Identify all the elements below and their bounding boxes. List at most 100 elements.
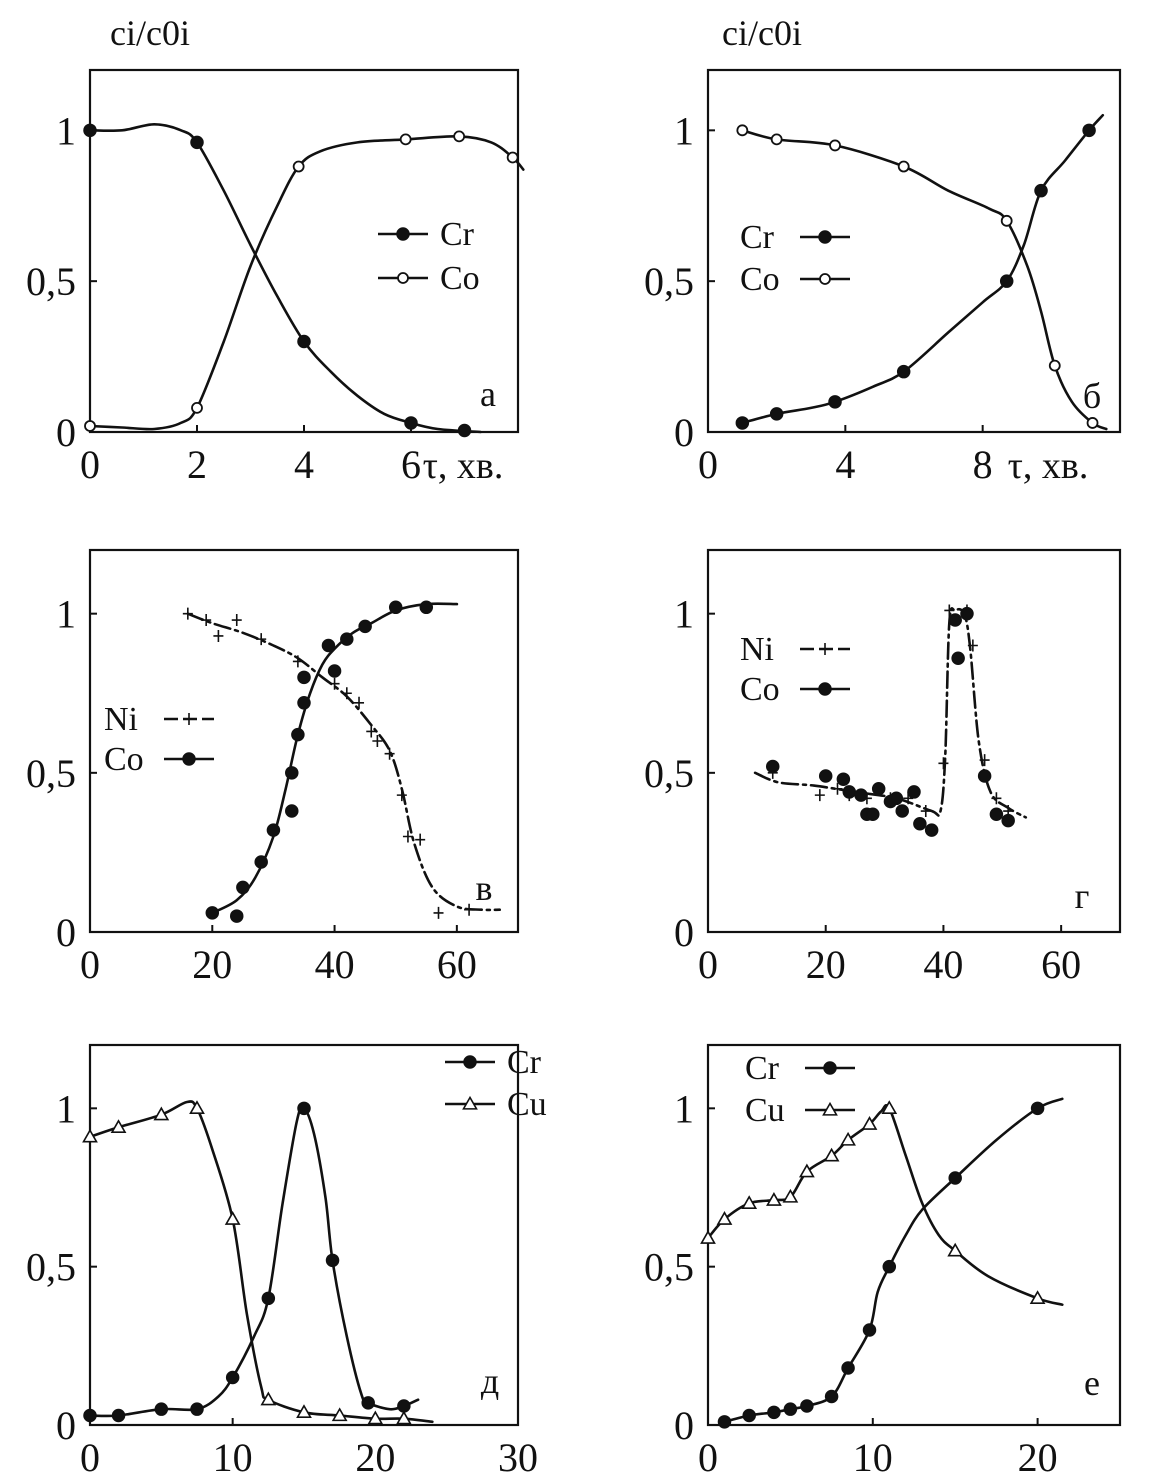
data-point	[866, 807, 880, 821]
plot-frame	[88, 1043, 520, 1427]
data-point	[190, 135, 204, 150]
data-point	[325, 1253, 340, 1268]
y-tick-label: 0	[56, 410, 76, 455]
data-point	[341, 687, 352, 700]
data-point	[920, 805, 931, 818]
y-tick-label: 1	[56, 592, 76, 637]
data-point	[989, 807, 1004, 821]
data-point	[836, 772, 851, 786]
y-tick-label: 1	[56, 108, 76, 153]
data-point	[229, 909, 244, 923]
panel-label: а	[480, 374, 496, 414]
data-point	[111, 1408, 126, 1423]
legend-marker	[820, 643, 830, 655]
x-tick-label: 0	[698, 442, 718, 487]
data-point	[742, 1408, 756, 1423]
data-point	[907, 785, 921, 799]
y-tick-label: 1	[56, 1086, 76, 1131]
data-point	[397, 1399, 411, 1413]
series-co	[765, 606, 1015, 837]
data-point	[913, 817, 927, 831]
series-co	[84, 130, 525, 432]
data-point	[402, 830, 413, 843]
data-point	[765, 759, 780, 774]
legend-item-cu: Cu	[445, 1086, 547, 1123]
data-point	[260, 1391, 277, 1406]
y-tick-label: 1	[674, 592, 694, 637]
x-tick-label: 2	[187, 442, 207, 487]
data-point	[1000, 214, 1013, 227]
legend-label: Co	[104, 741, 144, 778]
legend-marker	[818, 230, 832, 244]
data-point	[1048, 359, 1061, 372]
data-point	[948, 1171, 962, 1185]
legend-item-co: Co	[740, 261, 850, 298]
y-tick-label: 0,5	[644, 259, 694, 304]
data-point	[321, 638, 336, 653]
data-point	[367, 1410, 384, 1425]
data-point	[800, 1399, 814, 1413]
x-axis-label: τ, хв.	[423, 445, 504, 487]
legend-label: Cr	[740, 219, 775, 256]
legend-marker	[182, 752, 196, 766]
data-point	[372, 735, 383, 747]
data-point	[327, 664, 342, 678]
panel-label: е	[1084, 1363, 1100, 1403]
data-point	[182, 607, 193, 620]
y-tick-label: 0,5	[644, 1245, 694, 1290]
data-point	[83, 1408, 97, 1423]
series-line	[88, 1100, 434, 1424]
x-tick-label: 60	[1041, 942, 1081, 987]
data-point	[340, 632, 354, 646]
data-point	[457, 423, 472, 438]
x-axis-label: τ, хв.	[1008, 445, 1089, 487]
x-tick-label: 20	[355, 1435, 395, 1480]
panel-label: д	[481, 1361, 499, 1401]
series-co	[205, 600, 459, 923]
series-line	[211, 602, 459, 915]
y-tick-label: 0	[56, 1403, 76, 1448]
data-point	[960, 606, 974, 621]
y-tick-label: 1	[674, 108, 694, 153]
legend-label: Cu	[745, 1092, 785, 1129]
y-tick-label: 0	[674, 1403, 694, 1448]
panel-label: б	[1083, 376, 1101, 416]
x-tick-label: 30	[498, 1435, 538, 1480]
data-point	[861, 1116, 878, 1130]
x-tick-label: 40	[315, 942, 355, 987]
data-point	[991, 792, 1002, 805]
legend-item-co: Co	[378, 260, 480, 297]
legend-item-ni: Ni	[104, 701, 214, 738]
data-point	[433, 906, 444, 919]
legend-item-cr: Cr	[740, 219, 850, 256]
series-line	[741, 113, 1105, 425]
legend-label: Cr	[507, 1044, 542, 1081]
y-tick-label: 0	[674, 910, 694, 955]
data-point	[741, 1195, 758, 1210]
series-line	[753, 607, 1028, 819]
series-line	[723, 1097, 1064, 1424]
data-point	[297, 670, 311, 685]
data-point	[814, 789, 825, 802]
data-point	[225, 1370, 240, 1385]
x-tick-label: 4	[835, 442, 855, 487]
legend-marker	[462, 1095, 478, 1110]
data-point	[783, 1402, 798, 1416]
data-point	[331, 1407, 348, 1422]
data-point	[154, 1402, 169, 1416]
data-point	[770, 133, 783, 146]
data-point	[862, 1323, 877, 1337]
legend-marker	[463, 1055, 477, 1069]
data-point	[110, 1119, 127, 1134]
x-tick-label: 0	[80, 942, 100, 987]
data-point	[236, 880, 250, 895]
legend-label: Cr	[745, 1050, 780, 1087]
data-point	[782, 1188, 799, 1203]
data-point	[823, 1147, 840, 1162]
data-point	[296, 1404, 312, 1419]
data-point	[191, 401, 203, 414]
y-axis-label: ci/c0i	[722, 13, 802, 53]
data-point	[824, 1389, 839, 1404]
